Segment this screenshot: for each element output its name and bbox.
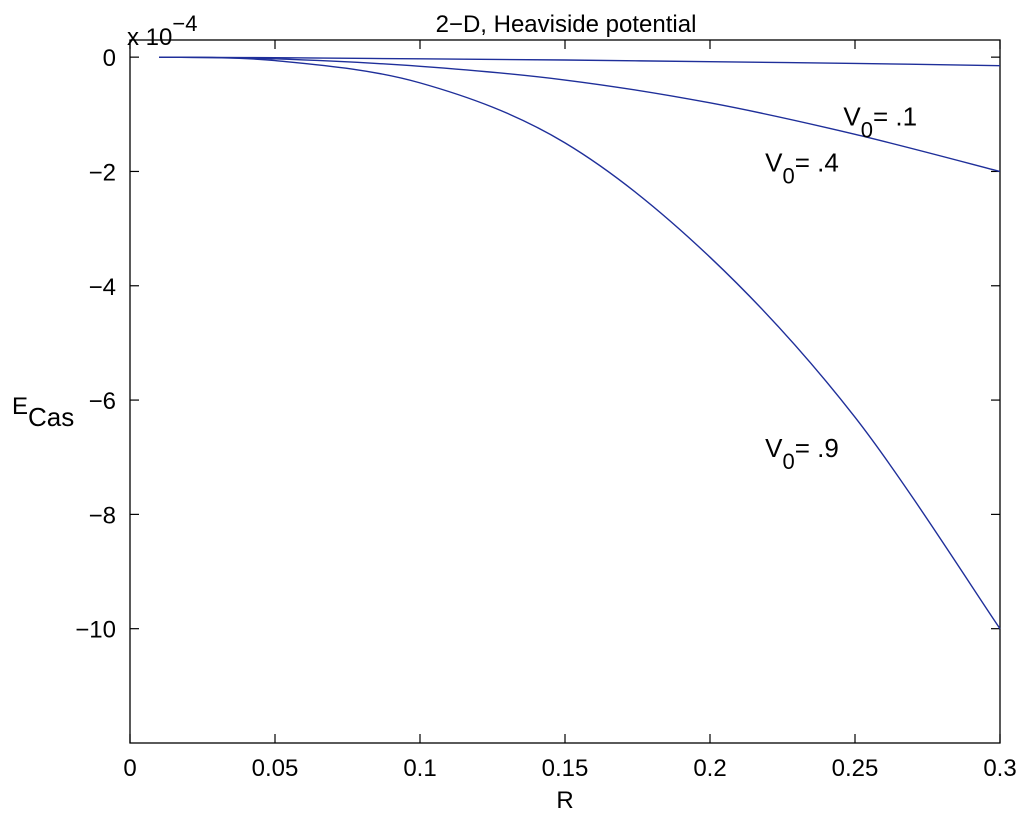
y-tick-label: 0 bbox=[103, 45, 116, 72]
y-tick-label: −6 bbox=[89, 388, 116, 415]
series-line-3 bbox=[158, 56, 1001, 630]
y-tick-label: −8 bbox=[89, 502, 116, 529]
annotation-subscript: 0 bbox=[861, 118, 873, 143]
series-annotation-1: V0= .1 bbox=[843, 102, 917, 143]
annotation-symbol: V bbox=[765, 433, 783, 463]
x-axis-label: R bbox=[556, 787, 573, 813]
annotation-subscript: 0 bbox=[782, 163, 794, 188]
y-tick-label: −10 bbox=[75, 617, 116, 644]
x-tick-labels: 0 0.05 0.1 0.15 0.2 0.25 0.3 bbox=[123, 755, 1016, 782]
y-multiplier-base: x 10 bbox=[127, 24, 172, 51]
x-tick-label: 0.1 bbox=[403, 755, 436, 782]
annotation-value: = .1 bbox=[873, 102, 917, 132]
y-tick-label: −2 bbox=[89, 159, 116, 186]
series-lines bbox=[158, 56, 1001, 630]
annotation-symbol: V bbox=[765, 147, 783, 177]
plot-frame bbox=[129, 39, 1001, 744]
axis-ticks bbox=[129, 40, 1001, 743]
annotation-subscript: 0 bbox=[782, 449, 794, 474]
x-tick-label: 0.25 bbox=[832, 755, 879, 782]
chart-title: 2−D, Heaviside potential bbox=[436, 11, 697, 38]
y-multiplier-exponent: −4 bbox=[172, 11, 197, 36]
y-axis-label-sub: Cas bbox=[28, 402, 74, 432]
x-tick-label: 0.2 bbox=[693, 755, 726, 782]
y-tick-label: −4 bbox=[89, 274, 116, 301]
x-tick-label: 0 bbox=[123, 755, 136, 782]
series-line-2 bbox=[158, 56, 1001, 173]
annotation-value: = .4 bbox=[795, 147, 839, 177]
series-annotation-3: V0= .9 bbox=[765, 433, 839, 474]
x-tick-label: 0.15 bbox=[542, 755, 589, 782]
y-axis-label: ECas bbox=[12, 393, 74, 432]
series-annotations: V0= .1V0= .4V0= .9 bbox=[765, 102, 917, 474]
x-tick-label: 0.3 bbox=[983, 755, 1016, 782]
y-axis-label-main: E bbox=[12, 393, 28, 420]
annotation-symbol: V bbox=[843, 102, 861, 132]
series-line-1 bbox=[158, 56, 1001, 67]
annotation-value: = .9 bbox=[795, 433, 839, 463]
y-tick-labels: 0 −2 −4 −6 −8 −10 bbox=[75, 45, 116, 644]
series-annotation-2: V0= .4 bbox=[765, 147, 839, 188]
x-tick-label: 0.05 bbox=[252, 755, 299, 782]
y-multiplier: x 10−4 bbox=[127, 11, 197, 51]
